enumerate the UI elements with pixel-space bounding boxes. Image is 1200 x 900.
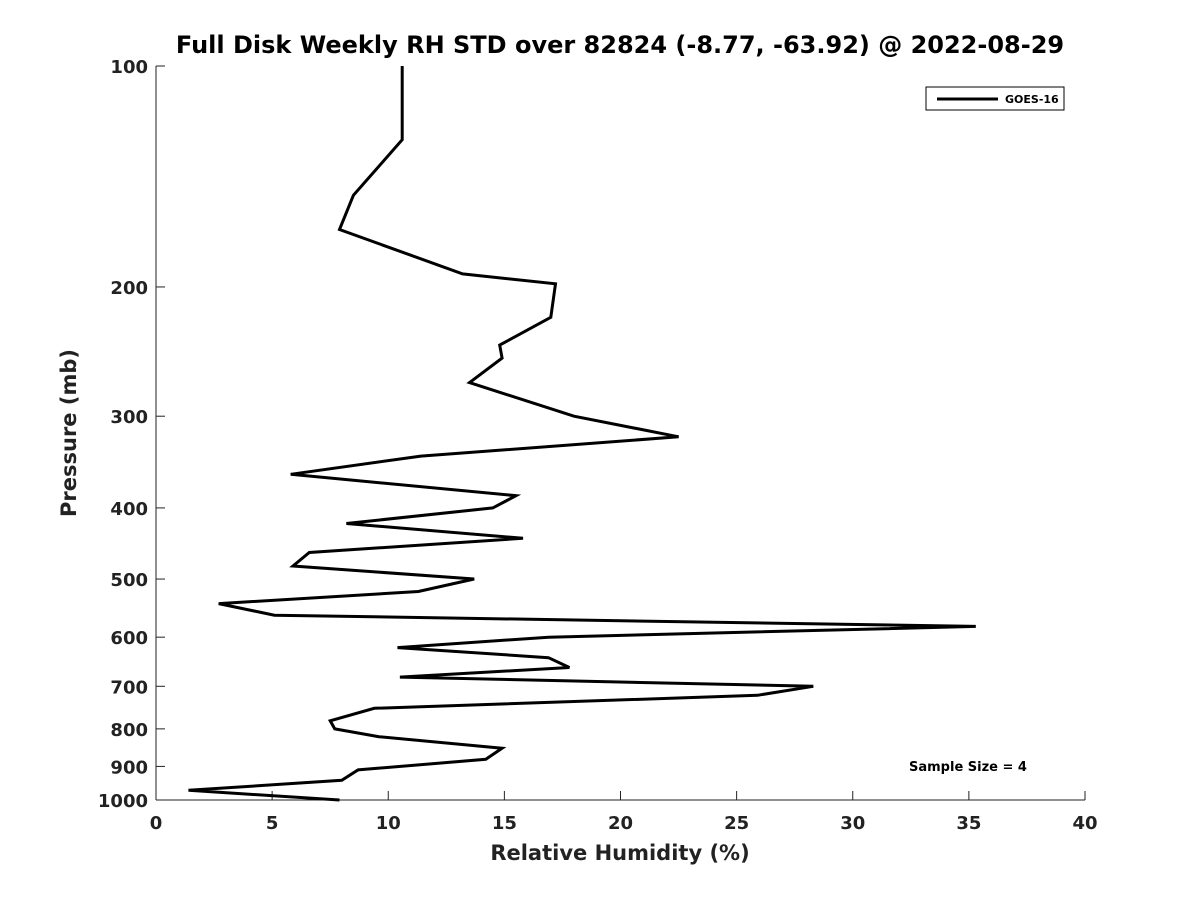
y-tick-label: 300	[110, 407, 148, 428]
x-tick-label: 0	[150, 813, 163, 834]
x-axis-label: Relative Humidity (%)	[490, 841, 749, 865]
y-tick-label: 900	[110, 757, 148, 778]
x-tick-label: 15	[492, 813, 517, 834]
legend-label-goes-16: GOES-16	[1005, 93, 1059, 106]
y-tick-label: 600	[110, 628, 148, 649]
y-tick-label: 400	[110, 499, 148, 520]
x-tick-label: 35	[956, 813, 981, 834]
chart-title: Full Disk Weekly RH STD over 82824 (-8.7…	[176, 31, 1064, 59]
y-tick-label: 1000	[98, 791, 148, 812]
y-axis-label: Pressure (mb)	[57, 349, 81, 517]
x-tick-label: 30	[840, 813, 865, 834]
x-tick-label: 10	[376, 813, 401, 834]
y-tick-label: 800	[110, 720, 148, 741]
y-ticks: 100 200 300 400 500 600 700 800 900 1000	[98, 57, 165, 812]
series-line-goes-16	[188, 66, 976, 802]
x-ticks: 0 5 10 15 20 25 30 35 40	[150, 791, 1098, 834]
y-tick-label: 500	[110, 570, 148, 591]
sample-size-annotation: Sample Size = 4	[909, 760, 1027, 775]
x-tick-label: 20	[608, 813, 633, 834]
y-tick-label: 100	[110, 57, 148, 78]
x-tick-label: 25	[724, 813, 749, 834]
y-tick-label: 700	[110, 677, 148, 698]
x-tick-label: 5	[266, 813, 279, 834]
x-tick-label: 40	[1072, 813, 1097, 834]
legend: GOES-16	[925, 86, 1065, 111]
series-layer	[188, 66, 976, 802]
y-tick-label: 200	[110, 278, 148, 299]
